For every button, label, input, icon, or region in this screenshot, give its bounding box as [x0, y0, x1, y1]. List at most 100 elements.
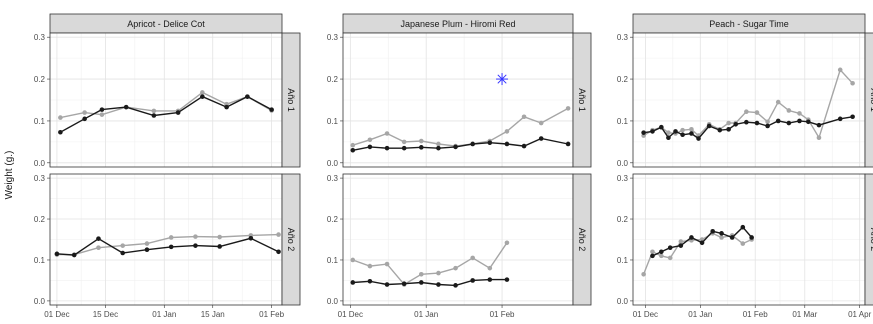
series-grey-point — [786, 108, 792, 113]
y-tick-label: 0.0 — [34, 159, 46, 168]
y-tick-label: 0.3 — [617, 33, 629, 42]
series-grey-point — [775, 99, 781, 105]
panel-2-0: 0.0 0.1 0.2 0.3 Año 1 — [617, 32, 873, 168]
series-dark-point — [565, 141, 571, 147]
series-dark-point — [248, 235, 254, 241]
panel-0-0: 0.0 0.1 0.2 0.3 Año 1 — [34, 32, 301, 168]
series-grey-point — [367, 137, 373, 143]
series-dark-point — [401, 145, 407, 151]
row-strip — [864, 173, 873, 306]
series-grey-point — [666, 130, 671, 135]
series-dark-point — [418, 145, 424, 150]
y-tick-label: 0.1 — [617, 117, 629, 126]
x-tick-label: 01 Jan — [152, 310, 176, 319]
series-grey-point — [667, 255, 673, 261]
series-dark-point — [641, 130, 646, 135]
panel-0-1: 0.0 0.1 0.2 0.3 01 Dec 15 Dec 01 Jan 15 Jan 01 F… — [34, 173, 301, 319]
series-grey-point — [367, 263, 373, 269]
series-dark-point — [367, 278, 373, 284]
panels-layer: Apricot - Delice Cot Japanese Plum - Hiro… — [34, 13, 873, 319]
x-tick-label: 01 Feb — [259, 310, 284, 319]
y-tick-label: 0.0 — [617, 297, 629, 306]
series-grey-point — [659, 253, 664, 259]
series-grey-point — [350, 142, 356, 148]
series-dark-point — [659, 249, 664, 255]
series-dark-point — [666, 135, 671, 140]
series-grey-point — [850, 80, 855, 86]
series-dark-point — [401, 281, 407, 287]
series-dark-point — [123, 104, 129, 110]
series-grey-point — [816, 135, 822, 140]
series-grey-point — [504, 129, 510, 134]
series-grey-point — [689, 127, 694, 132]
series-dark-point — [710, 229, 715, 234]
series-dark-point — [200, 94, 205, 99]
series-dark-point — [350, 280, 356, 285]
panel-1-1: 0.0 0.1 0.2 0.3 01 Dec 01 Jan 01 Feb Año 2 — [327, 173, 592, 319]
column-strip-label: Japanese Plum - Hiromi Red — [400, 19, 515, 29]
series-dark-point — [816, 122, 822, 128]
y-tick-label: 0.2 — [327, 75, 339, 84]
series-dark-point — [797, 118, 802, 124]
series-grey-point — [384, 131, 390, 136]
y-tick-label: 0.3 — [617, 174, 629, 183]
y-tick-label: 0.1 — [34, 256, 46, 265]
series-dark-point — [754, 120, 760, 126]
series-grey-point — [744, 109, 749, 115]
series-dark-point — [689, 235, 694, 240]
y-tick-label: 0.2 — [34, 75, 46, 84]
series-dark-point — [726, 127, 731, 132]
series-dark-point — [775, 118, 781, 124]
series-dark-point — [650, 129, 655, 134]
row-strip — [281, 173, 301, 306]
series-dark-point — [470, 278, 475, 283]
series-grey-point — [151, 108, 157, 114]
series-grey-point — [797, 111, 802, 116]
series-dark-point — [418, 280, 424, 285]
series-grey-point — [144, 241, 150, 246]
series-dark-point — [120, 250, 126, 256]
series-dark-point — [436, 282, 441, 287]
asterisk-marker — [496, 73, 509, 86]
series-dark-point — [82, 116, 87, 122]
series-dark-point — [837, 116, 843, 122]
series-grey-point — [276, 232, 281, 237]
series-dark-point — [99, 107, 105, 112]
series-grey-point — [193, 234, 198, 239]
y-tick-label: 0.3 — [34, 174, 46, 183]
series-dark-point — [436, 145, 441, 151]
series-grey-point — [765, 119, 770, 125]
series-grey-point — [680, 127, 685, 133]
series-grey-point — [436, 270, 441, 276]
series-dark-point — [650, 253, 655, 259]
series-grey-point — [418, 271, 424, 277]
row-strip — [572, 173, 592, 306]
x-tick-label: 01 Mar — [792, 310, 817, 319]
series-grey-point — [521, 114, 527, 120]
x-tick-label: 15 Jan — [201, 310, 225, 319]
series-dark-point — [193, 243, 198, 248]
series-dark-point — [699, 240, 705, 246]
series-grey-point — [436, 141, 441, 147]
row-strip — [572, 32, 592, 168]
series-grey-point — [504, 240, 510, 246]
series-dark-point — [719, 231, 724, 236]
series-dark-point — [521, 143, 527, 149]
series-dark-line — [56, 237, 279, 256]
series-dark-point — [504, 141, 510, 147]
y-tick-label: 0.0 — [34, 297, 46, 306]
x-tick-label: 15 Dec — [93, 310, 118, 319]
series-dark-point — [453, 144, 458, 150]
x-tick-label: 01 Feb — [490, 310, 515, 319]
series-dark-point — [487, 140, 493, 146]
series-grey-point — [678, 239, 684, 244]
series-dark-point — [384, 282, 390, 287]
y-axis-title: Weight (g.) — [4, 151, 15, 200]
y-tick-label: 0.0 — [327, 297, 339, 306]
series-grey-point — [726, 120, 731, 126]
series-dark-point — [667, 245, 673, 250]
series-dark-point — [538, 136, 544, 141]
series-grey-point — [58, 115, 63, 120]
series-grey-point — [565, 106, 571, 111]
